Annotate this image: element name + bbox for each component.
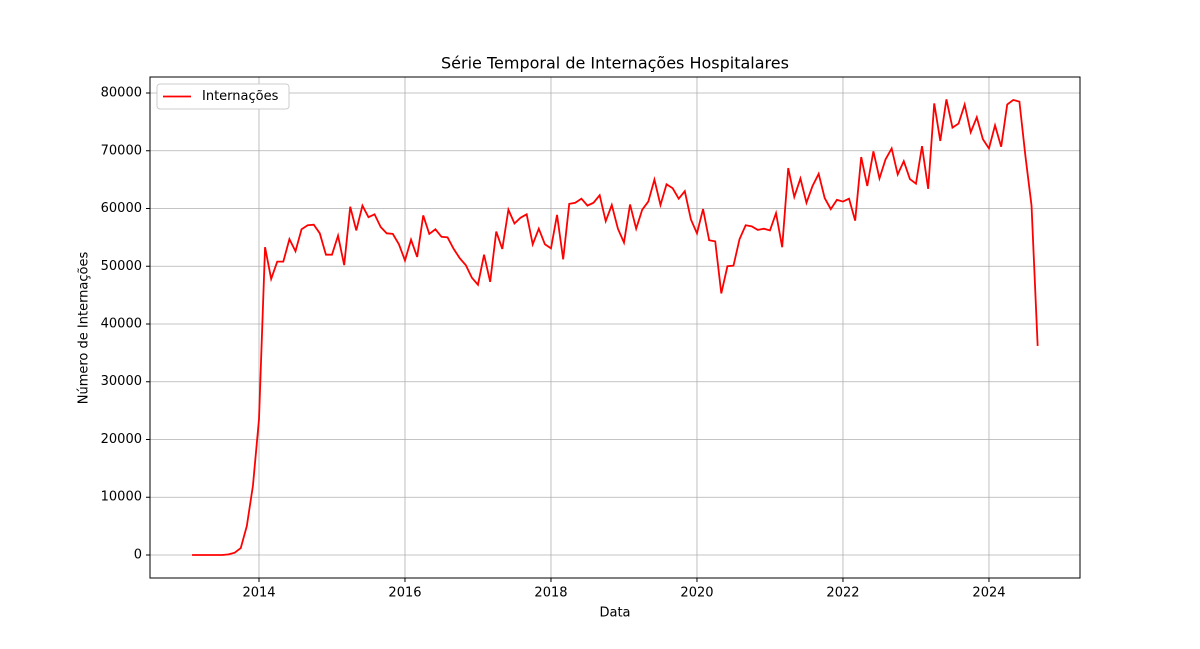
y-tick-label: 10000 <box>101 490 142 505</box>
x-axis-label: Data <box>599 606 630 621</box>
x-tick-label: 2014 <box>242 586 275 601</box>
y-tick-label: 60000 <box>101 201 142 216</box>
legend-box <box>156 83 290 110</box>
x-tick-label: 2024 <box>972 586 1005 601</box>
y-tick-label: 70000 <box>101 143 142 158</box>
y-tick-label: 30000 <box>101 374 142 389</box>
y-axis-label: Número de Internações <box>77 252 92 405</box>
x-tick-label: 2018 <box>534 586 567 601</box>
y-tick-label: 0 <box>134 547 142 562</box>
x-tick-label: 2022 <box>826 586 859 601</box>
chart-title: Série Temporal de Internações Hospitalar… <box>441 54 789 73</box>
x-tick-label: 2016 <box>388 586 421 601</box>
y-tick-label: 80000 <box>101 86 142 101</box>
y-tick-label: 50000 <box>101 259 142 274</box>
legend-label: Internações <box>202 89 279 104</box>
x-tick-label: 2020 <box>680 586 713 601</box>
y-tick-label: 40000 <box>101 317 142 332</box>
plot-frame <box>149 76 1081 579</box>
data-line <box>192 98 1039 556</box>
y-tick-label: 20000 <box>101 432 142 447</box>
